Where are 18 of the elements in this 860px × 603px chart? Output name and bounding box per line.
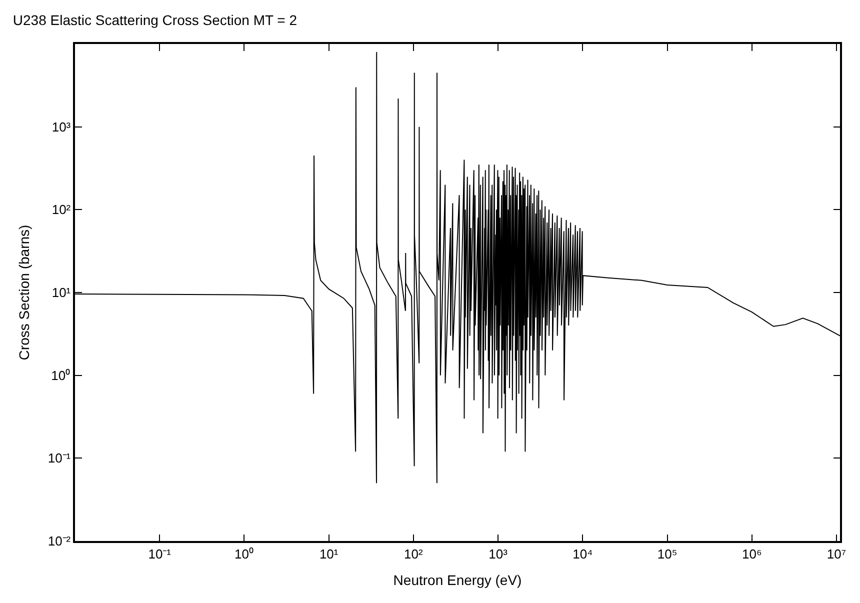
y-tick-label: 10² xyxy=(52,202,72,218)
x-tick-label: 10³ xyxy=(488,546,508,562)
y-tick-label: 10⁻¹ xyxy=(48,450,72,466)
y-axis-title: Cross Section (barns) xyxy=(16,224,32,360)
y-tick-label: 10¹ xyxy=(52,285,72,300)
x-tick-label: 10⁻¹ xyxy=(148,546,172,562)
x-tick-label: 10⁶ xyxy=(742,546,762,562)
x-tick-label: 10² xyxy=(404,546,424,562)
chart-title: U238 Elastic Scattering Cross Section MT = 2 xyxy=(12,12,298,28)
x-tick-label: 10⁰ xyxy=(234,546,254,562)
x-tick-label: 10⁷ xyxy=(826,546,846,562)
x-tick-label: 10¹ xyxy=(319,546,339,562)
x-tick-label: 10⁴ xyxy=(572,546,593,562)
y-tick-label: 10⁰ xyxy=(51,368,71,383)
x-tick-label: 10⁵ xyxy=(657,546,678,562)
y-tick-label: 10³ xyxy=(52,119,72,134)
y-tick-label: 10⁻² xyxy=(48,534,72,549)
x-axis-title: Neutron Energy (eV) xyxy=(393,572,522,588)
